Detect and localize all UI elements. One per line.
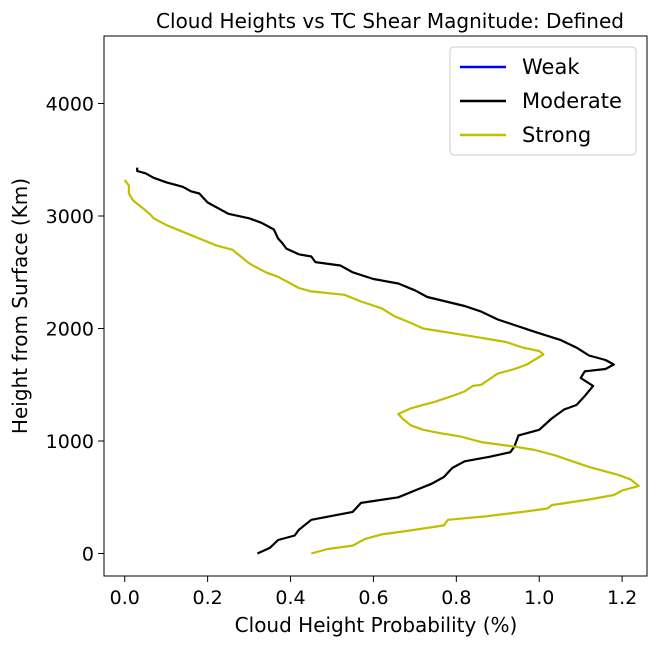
series-line-moderate [136,167,615,555]
x-tick-label: 0.4 [275,587,305,609]
x-tick-label: 0.8 [441,587,471,609]
y-tick-label: 1000 [46,431,94,453]
x-axis-ticks: 0.0 0.2 0.4 0.6 0.8 1.0 1.2 [110,576,637,609]
x-tick-label: 0.6 [358,587,388,609]
y-tick-label: 4000 [46,94,94,116]
legend-label-strong: Strong [522,123,591,147]
legend-items: Weak Moderate Strong [460,55,622,147]
chart-title: Cloud Heights vs TC Shear Magnitude: Def… [156,9,624,33]
y-axis-ticks: 0 1000 2000 3000 4000 [46,94,104,566]
plot-area-frame [103,35,648,577]
legend: Weak Moderate Strong [449,46,637,156]
y-tick-label: 0 [82,544,94,566]
legend-label-moderate: Moderate [522,89,622,113]
x-tick-label: 0.0 [110,587,140,609]
legend-label-weak: Weak [522,55,580,79]
legend-box [449,46,637,156]
y-tick-label: 3000 [46,206,94,228]
series-line-strong [123,179,640,555]
x-tick-label: 1.0 [524,587,554,609]
y-tick-label: 2000 [46,319,94,341]
y-axis-title: Height from Surface (Km) [8,178,32,434]
x-axis-title: Cloud Height Probability (%) [235,613,518,637]
x-tick-label: 1.2 [607,587,637,609]
x-tick-label: 0.2 [193,587,223,609]
series-layer [123,167,640,555]
